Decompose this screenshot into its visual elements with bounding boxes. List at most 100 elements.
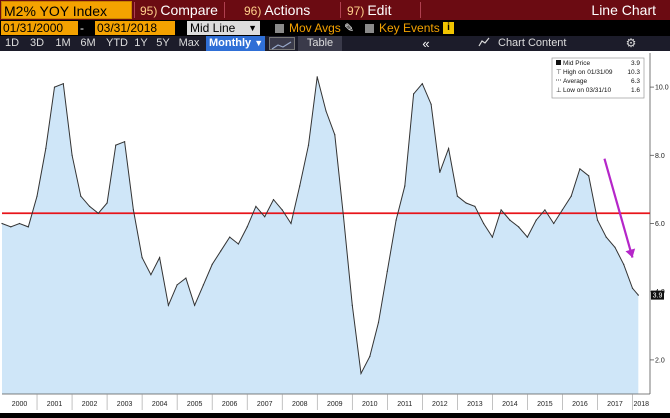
data-point <box>588 175 590 177</box>
last-value-label: 3.9 <box>653 293 663 300</box>
compare-menu[interactable]: 95) Compare <box>140 2 218 18</box>
compare-menu-number: 95) <box>140 4 158 18</box>
data-point <box>115 144 117 146</box>
end-date-input[interactable]: 03/31/2018 <box>95 21 175 35</box>
range-3d-button[interactable]: 3D <box>29 37 45 49</box>
x-tick-label: 2004 <box>152 401 168 408</box>
data-point <box>637 294 639 296</box>
legend-label-average: Average <box>563 78 587 85</box>
data-point <box>421 83 423 85</box>
x-tick-label: 2000 <box>12 401 28 408</box>
data-point <box>526 236 529 238</box>
view-title: Line Chart <box>591 2 656 18</box>
gear-icon[interactable]: ⚙ <box>625 36 637 50</box>
chart-content-button[interactable]: Chart Content <box>478 37 566 50</box>
high-marker-icon: ⊤ <box>556 69 562 76</box>
data-point <box>474 205 476 207</box>
range-1m-button[interactable]: 1M <box>55 37 71 49</box>
data-point <box>369 355 371 358</box>
data-point <box>80 195 82 197</box>
data-point <box>176 284 178 286</box>
x-tick-label: 2008 <box>292 401 308 408</box>
frequency-select[interactable]: Monthly ▼ <box>206 36 265 51</box>
chart-content-icon <box>478 37 490 47</box>
data-point <box>483 222 485 225</box>
price-type-select[interactable]: Mid Line ▼ <box>187 21 260 35</box>
data-point <box>71 154 73 156</box>
line-chart: 2.04.06.08.010.0200020012002200320042005… <box>0 51 670 413</box>
data-point <box>62 83 64 85</box>
data-point <box>159 257 161 259</box>
key-events-checkbox[interactable] <box>365 24 374 33</box>
range-5y-button[interactable]: 5Y <box>156 37 170 49</box>
range-6m-button[interactable]: 6M <box>80 37 96 49</box>
range-max-button[interactable]: Max <box>178 37 200 49</box>
menu-divider <box>134 2 135 18</box>
y-tick-label: 6.0 <box>655 221 665 228</box>
legend-value-average: 6.3 <box>631 78 640 85</box>
x-tick-label: 2005 <box>187 401 203 408</box>
key-events-label: Key Events <box>379 21 440 35</box>
x-tick-label: 2011 <box>397 401 412 408</box>
trend-arrow-head <box>625 248 636 258</box>
mov-avgs-label: Mov Avgs <box>289 21 341 35</box>
line-chart-icon[interactable] <box>269 37 295 50</box>
legend-value-low: 1.6 <box>631 87 640 94</box>
data-point <box>570 195 572 197</box>
series-area <box>2 76 639 395</box>
data-point <box>97 212 99 214</box>
x-tick-label: 2014 <box>502 401 518 408</box>
data-point <box>237 243 239 245</box>
info-icon[interactable]: i <box>443 22 454 34</box>
range-1y-button[interactable]: 1Y <box>134 37 148 49</box>
data-point <box>185 277 187 279</box>
data-point <box>45 147 47 150</box>
data-point <box>491 236 493 238</box>
range-ytd-button[interactable]: YTD <box>106 37 128 49</box>
edit-menu-label: Edit <box>367 2 392 18</box>
ticker-field[interactable]: M2% YOY Index <box>1 1 132 19</box>
range-1d-button[interactable]: 1D <box>4 37 20 49</box>
data-point <box>404 185 406 187</box>
price-type-value: Mid Line <box>190 21 236 35</box>
x-tick-label: 2007 <box>257 401 273 408</box>
chevron-down-icon: ▼ <box>254 38 264 48</box>
x-tick-label: 2015 <box>537 401 553 408</box>
edit-menu[interactable]: 97) Edit <box>347 2 391 18</box>
data-point <box>36 195 38 197</box>
x-tick-label: 2017 <box>607 401 623 408</box>
actions-menu-number: 96) <box>244 4 262 18</box>
data-point <box>53 86 56 88</box>
legend-value-mid-price: 3.9 <box>631 60 640 67</box>
data-point <box>631 287 634 289</box>
data-point <box>456 195 458 197</box>
collapse-arrows-icon[interactable]: « <box>422 36 430 51</box>
y-tick-label: 8.0 <box>655 153 665 160</box>
x-tick-label: 2002 <box>82 401 98 408</box>
data-point <box>518 226 520 228</box>
actions-menu[interactable]: 96) Actions <box>244 2 310 18</box>
actions-menu-label: Actions <box>264 2 311 18</box>
x-tick-label: 2018 <box>633 401 649 408</box>
x-tick-label: 2001 <box>47 401 63 408</box>
data-point <box>535 219 537 221</box>
low-marker-icon: ⊥ <box>556 87 562 94</box>
y-tick-label: 10.0 <box>655 85 669 92</box>
data-point <box>509 219 511 221</box>
data-point <box>614 246 616 248</box>
data-point <box>448 147 450 150</box>
pencil-icon[interactable]: ✎ <box>344 21 355 35</box>
data-point <box>264 216 266 218</box>
legend-label-low: Low on 03/31/10 <box>563 87 611 94</box>
mov-avgs-checkbox[interactable] <box>275 24 284 33</box>
data-point <box>413 93 415 95</box>
data-point <box>106 202 108 204</box>
data-point <box>246 226 248 228</box>
edit-menu-number: 97) <box>347 4 365 18</box>
x-tick-label: 2013 <box>467 401 483 408</box>
x-tick-label: 2003 <box>117 401 133 408</box>
start-date-input[interactable]: 01/31/2000 <box>1 21 78 35</box>
data-point <box>272 199 275 201</box>
data-point <box>307 144 310 146</box>
table-button[interactable]: Table <box>298 36 342 51</box>
